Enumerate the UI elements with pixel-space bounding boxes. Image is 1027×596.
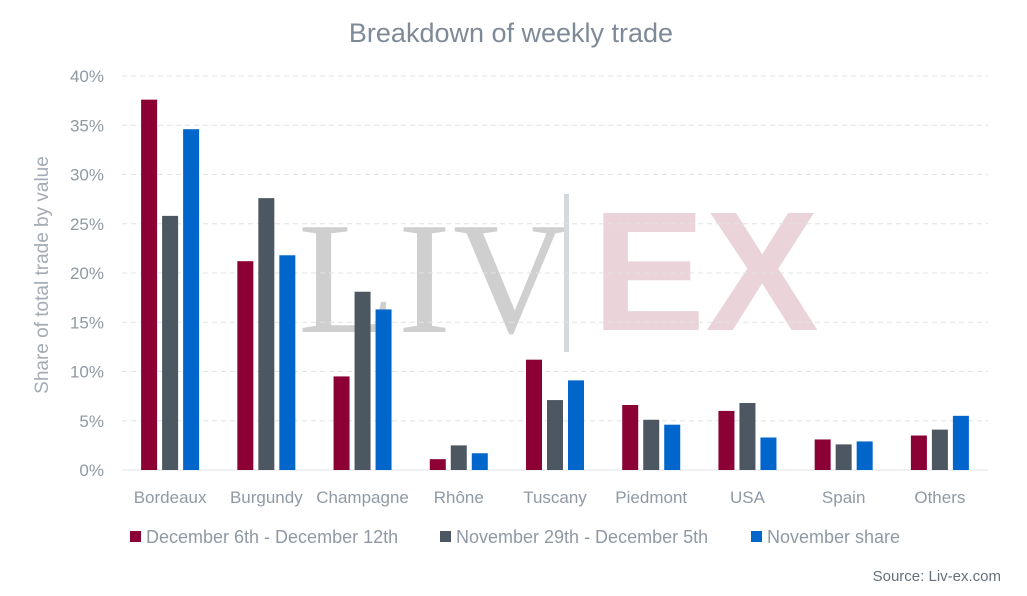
x-category-label: Piedmont: [615, 488, 687, 507]
bar: [718, 410, 735, 470]
watermark-liv-text: LIV: [298, 189, 571, 367]
legend-swatch: [440, 531, 451, 542]
x-category-label: Tuscany: [523, 488, 587, 507]
bar: [835, 444, 852, 470]
bar: [952, 415, 969, 470]
bar: [664, 424, 681, 470]
x-category-label: Rhône: [434, 488, 484, 507]
bar: [910, 435, 927, 470]
y-tick-label: 20%: [70, 264, 104, 283]
bar: [258, 198, 275, 470]
bar: [814, 439, 831, 470]
bar: [354, 291, 371, 470]
bar: [279, 255, 296, 470]
watermark: LIV EX: [298, 177, 819, 367]
y-tick-label: 40%: [70, 67, 104, 86]
y-tick-label: 15%: [70, 313, 104, 332]
bar: [429, 459, 446, 470]
bar: [471, 453, 488, 470]
bar: [526, 359, 542, 470]
bar: [622, 404, 639, 470]
legend-label: November share: [767, 527, 900, 547]
x-category-label: Spain: [822, 488, 865, 507]
bar: [141, 99, 158, 470]
chart-title: Breakdown of weekly trade: [349, 18, 673, 48]
x-category-label: USA: [730, 488, 766, 507]
bar: [568, 380, 584, 470]
bar: [450, 445, 467, 470]
bar: [237, 261, 254, 470]
y-tick-label: 5%: [79, 412, 104, 431]
legend: December 6th - December 12th November 29t…: [130, 527, 900, 547]
bar: [162, 215, 179, 470]
bar: [547, 400, 563, 470]
y-tick-label: 35%: [70, 116, 104, 135]
bar: [760, 437, 777, 470]
y-tick-label: 0%: [79, 461, 104, 480]
bar: [931, 429, 948, 470]
legend-label: December 6th - December 12th: [146, 527, 398, 547]
y-axis-label: Share of total trade by value: [32, 156, 53, 394]
x-category-label: Bordeaux: [134, 488, 207, 507]
x-axis-categories: Bordeaux Burgundy Champagne Rhône Tuscany Pie…: [134, 488, 966, 507]
y-tick-label: 30%: [70, 166, 104, 185]
x-category-label: Champagne: [316, 488, 409, 507]
x-category-label: Others: [914, 488, 965, 507]
y-tick-label: 25%: [70, 215, 104, 234]
bars: [141, 99, 969, 470]
bar: [375, 309, 392, 470]
source-note: Source: Liv-ex.com: [873, 568, 1001, 585]
legend-label: November 29th - December 5th: [456, 527, 708, 547]
watermark-ex-text: EX: [592, 177, 819, 367]
bar: [643, 419, 660, 470]
bar: [333, 376, 350, 470]
legend-swatch: [130, 531, 141, 542]
y-tick-label: 10%: [70, 363, 104, 382]
bar: [856, 441, 873, 470]
y-axis-ticks: 0% 5% 10% 15% 20% 25% 30% 35% 40%: [70, 67, 104, 480]
legend-swatch: [751, 531, 762, 542]
bar: [739, 403, 756, 470]
x-category-label: Burgundy: [230, 488, 303, 507]
bar: [183, 129, 200, 470]
